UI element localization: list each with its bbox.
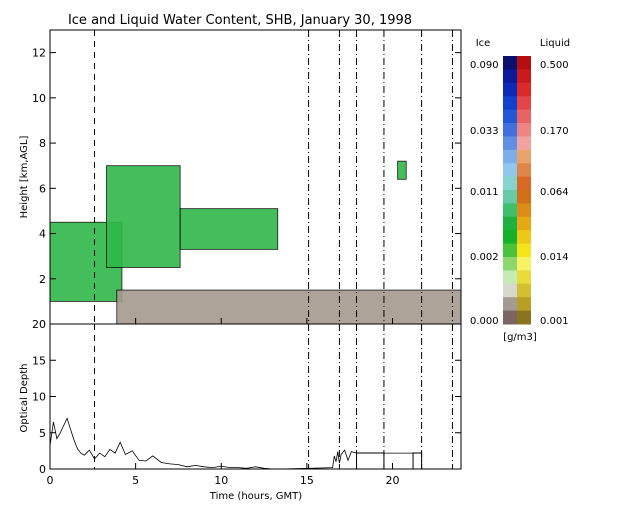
upper-y-ticks: 2 4 6 8 10 12 [32, 47, 461, 286]
liquid-color-cell-11 [517, 203, 531, 218]
ice-color-cell-17 [503, 283, 517, 298]
ice-color-cell-4 [503, 109, 517, 124]
ice-tick-label-4: 0.000 [470, 316, 499, 327]
liquid-color-cell-5 [517, 123, 531, 137]
ice-colorbar-label: Ice [476, 38, 491, 49]
ice-color-cell-16 [503, 270, 517, 285]
liquid-color-cell-2 [517, 82, 531, 97]
step-segment-0 [356, 452, 385, 469]
x-axis-label: Time (hours, GMT) [209, 491, 303, 502]
cloud-layers [49, 160, 462, 325]
ice-color-cell-2 [503, 82, 517, 97]
liquid-tick-label-3: 0.014 [540, 252, 569, 263]
ice-color-cell-10 [503, 190, 517, 204]
lower-y-ticks: 0 5 10 15 20 [32, 318, 461, 476]
upper-ytick-label-4: 10 [32, 92, 46, 105]
lower-vertical-lines [94, 324, 453, 469]
xtick-label-1: 5 [132, 474, 139, 487]
ice-color-cell-9 [503, 176, 517, 191]
liquid-color-cell-18 [517, 297, 531, 312]
ice-color-cell-0 [503, 56, 517, 70]
ice-color-cell-7 [503, 149, 517, 164]
upper-ytick-label-5: 12 [32, 47, 46, 60]
upper-ytick-label-1: 4 [39, 228, 46, 241]
colorbar-units: [g/m3] [503, 332, 537, 343]
ice-color-cell-3 [503, 96, 517, 111]
ice-tick-label-2: 0.011 [470, 187, 499, 198]
optical-depth-series-line [49, 417, 422, 470]
liquid-color-cell-3 [517, 96, 531, 111]
water-content-panel: 2 4 6 8 10 12 Height [km,AGL] [19, 29, 462, 325]
upper-ytick-label-2: 6 [39, 182, 46, 195]
lower-y-axis-label: Optical Depth [19, 364, 30, 433]
ice-color-cell-13 [503, 230, 517, 245]
ice-color-cell-6 [503, 136, 517, 151]
liquid-color-cell-17 [517, 283, 531, 298]
liquid-color-cell-19 [517, 310, 531, 325]
liquid-color-cell-7 [517, 149, 531, 164]
ice-color-cell-11 [503, 203, 517, 218]
xtick-label-3: 15 [300, 474, 314, 487]
step-segment-1 [412, 452, 423, 469]
liquid-tick-label-4: 0.001 [540, 316, 569, 327]
liquid-tick-label-1: 0.170 [540, 126, 569, 137]
upper-ytick-label-3: 8 [39, 137, 46, 150]
ice-color-cell-12 [503, 216, 517, 231]
cloud-layer-3 [397, 160, 407, 180]
xtick-label-4: 20 [386, 474, 400, 487]
ice-color-cell-18 [503, 297, 517, 312]
lower-plot-frame [49, 323, 462, 470]
ice-tick-label-0: 0.090 [470, 60, 499, 71]
xtick-label-2: 10 [214, 474, 228, 487]
ice-tick-label-3: 0.002 [470, 252, 499, 263]
lower-ytick-label-2: 10 [32, 391, 46, 404]
liquid-color-cell-15 [517, 257, 531, 271]
lower-ytick-label-1: 5 [39, 427, 46, 440]
ice-color-cell-8 [503, 163, 517, 178]
lower-ytick-label-4: 20 [32, 318, 46, 331]
color-scale-legend: Ice Liquid 0.090 0.033 0.011 0.002 0.000 0.5… [470, 38, 570, 343]
liquid-color-cell-14 [517, 243, 531, 258]
liquid-color-cell-8 [517, 163, 531, 178]
lower-ytick-label-0: 0 [39, 463, 46, 476]
ice-color-cell-15 [503, 257, 517, 271]
liquid-color-strip [517, 56, 531, 325]
liquid-colorbar-ticks: 0.500 0.170 0.064 0.014 0.001 [540, 60, 569, 327]
liquid-color-cell-12 [517, 216, 531, 231]
upper-y-axis-label: Height [km,AGL] [19, 136, 30, 219]
ice-color-cell-5 [503, 123, 517, 137]
ice-color-cell-1 [503, 69, 517, 84]
liquid-color-cell-0 [517, 56, 531, 70]
upper-ytick-label-0: 2 [39, 273, 46, 286]
ice-color-cell-19 [503, 310, 517, 325]
upper-vertical-lines [94, 30, 453, 324]
liquid-tick-label-2: 0.064 [540, 187, 569, 198]
ice-color-strip [503, 56, 517, 325]
liquid-color-cell-9 [517, 176, 531, 191]
cloud-layer-2 [179, 208, 279, 250]
ice-color-cell-14 [503, 243, 517, 258]
optical-depth-step-segments [356, 452, 423, 469]
liquid-tick-label-0: 0.500 [540, 60, 569, 71]
x-ticks: 0 5 10 15 20 [47, 318, 400, 487]
cloud-layer-1 [106, 165, 181, 268]
liquid-color-cell-6 [517, 136, 531, 151]
xtick-label-0: 0 [47, 474, 54, 487]
liquid-colorbar-label: Liquid [540, 38, 570, 49]
liquid-color-cell-13 [517, 230, 531, 245]
ice-colorbar-ticks: 0.090 0.033 0.011 0.002 0.000 [470, 60, 499, 327]
liquid-color-cell-10 [517, 190, 531, 204]
liquid-color-cell-16 [517, 270, 531, 285]
chart-title: Ice and Liquid Water Content, SHB, Janua… [68, 13, 412, 28]
cloud-layer-4 [116, 289, 462, 325]
liquid-color-cell-4 [517, 109, 531, 124]
ice-tick-label-1: 0.033 [470, 126, 499, 137]
lower-ytick-label-3: 15 [32, 354, 46, 367]
liquid-color-cell-1 [517, 69, 531, 84]
optical-depth-panel: 0 5 10 15 20 0 5 10 15 20 Optical Depth Time (ho… [19, 318, 462, 502]
